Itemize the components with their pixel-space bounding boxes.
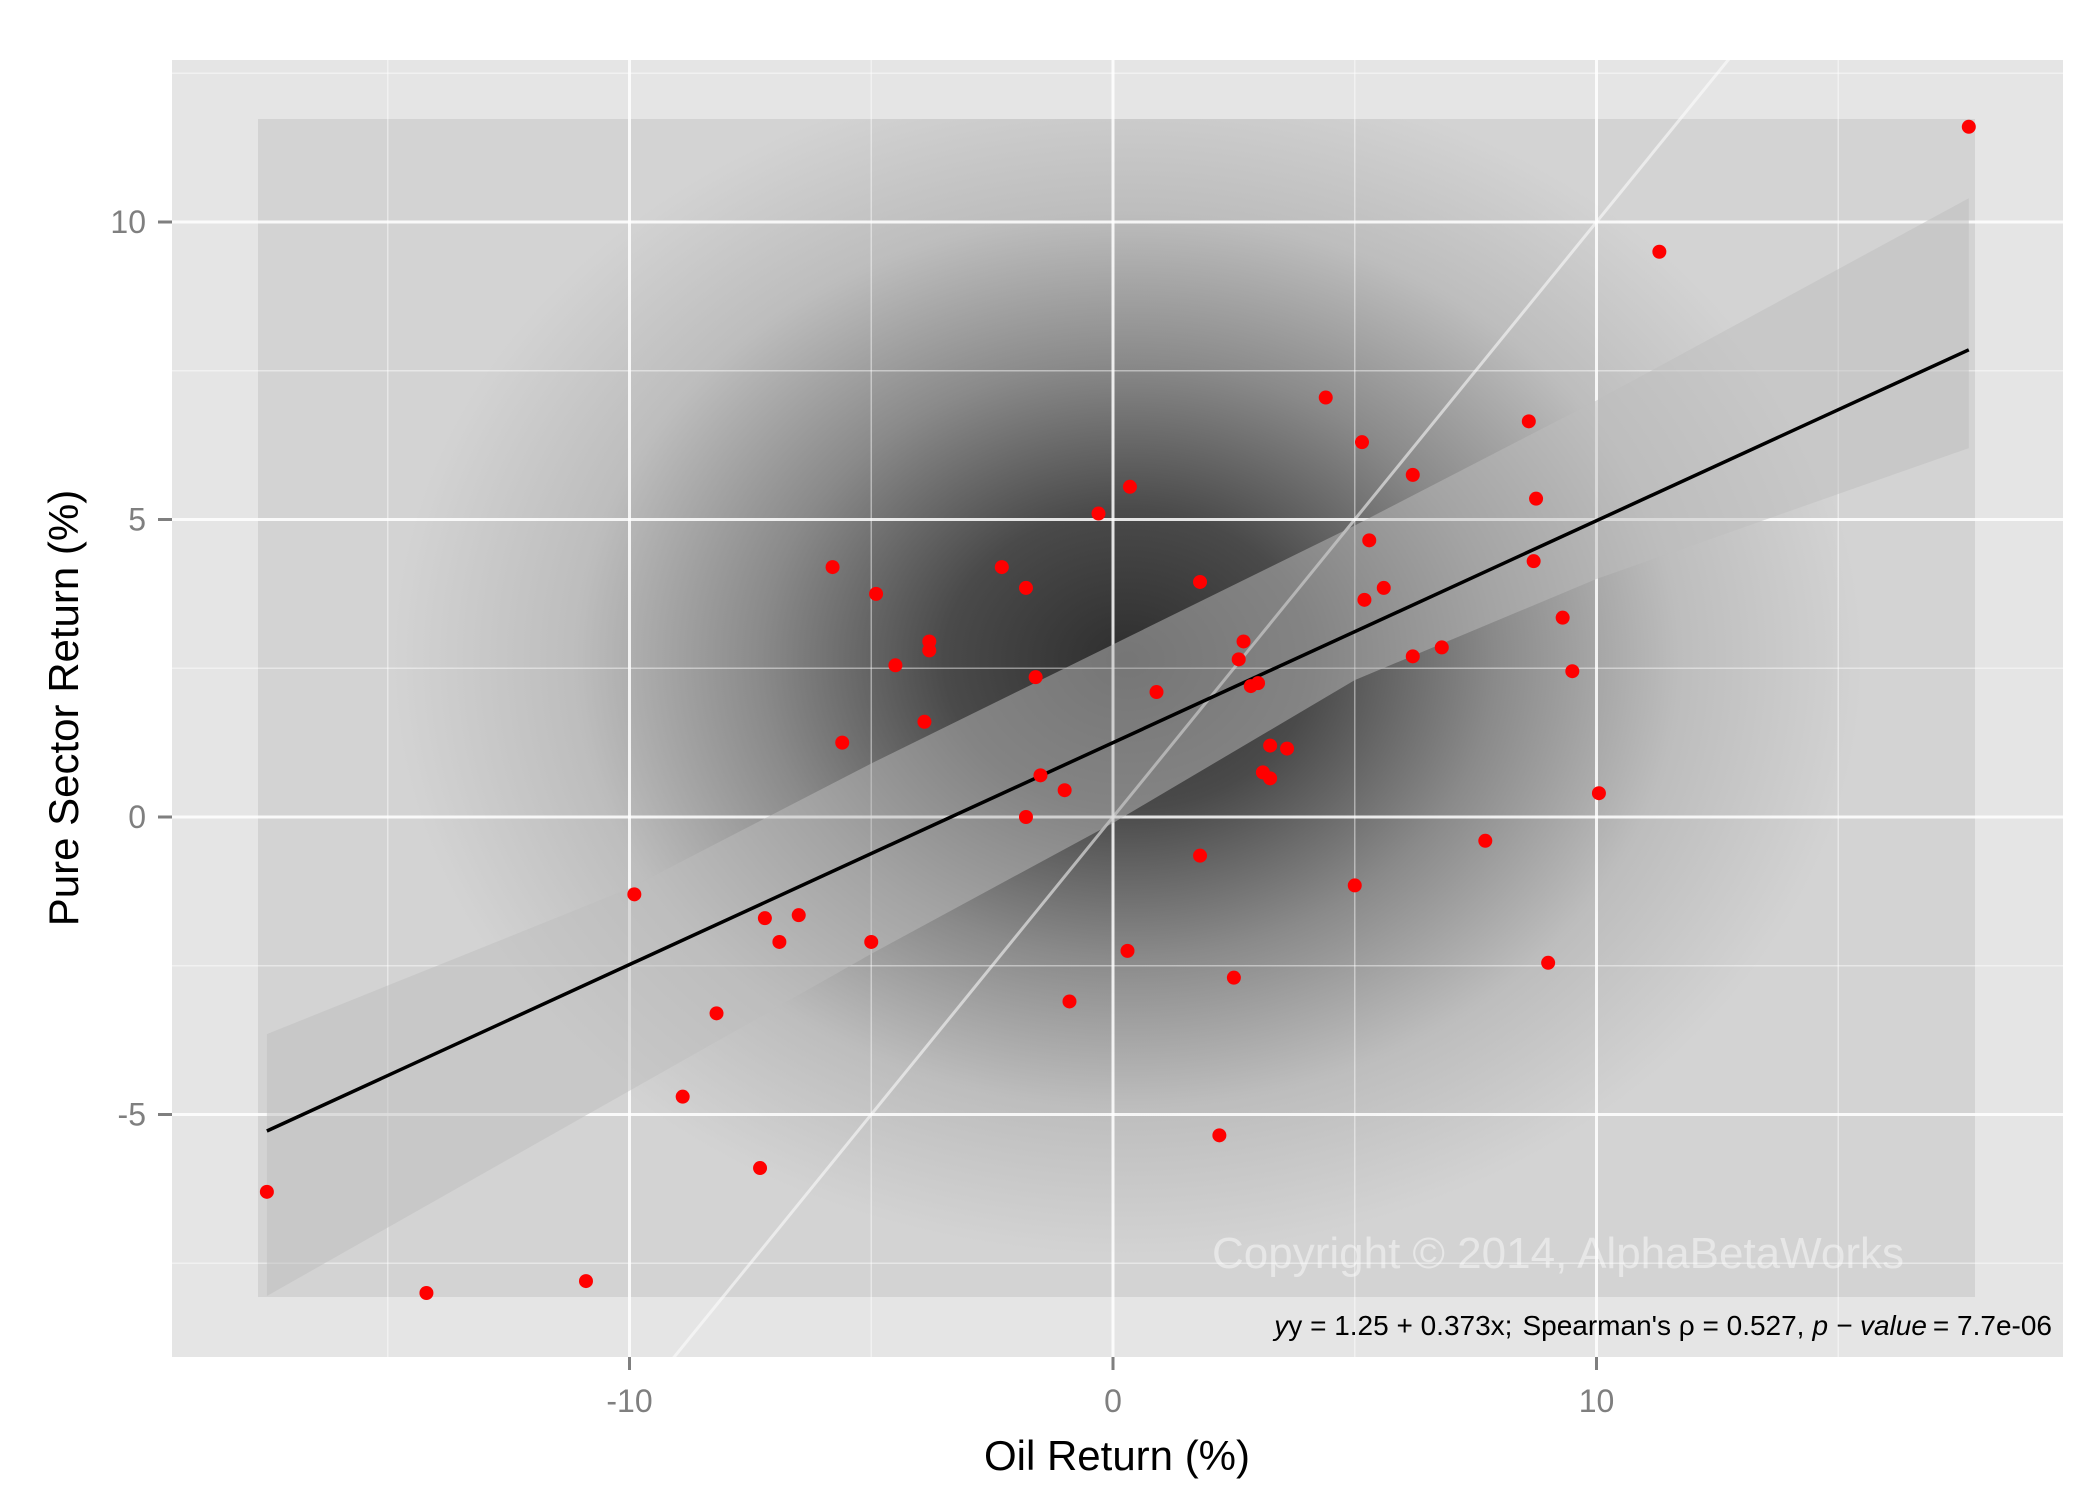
data-point: [753, 1161, 768, 1176]
x-tick-label: -10: [606, 1383, 652, 1419]
data-point: [675, 1089, 690, 1104]
data-point: [1591, 786, 1606, 801]
data-point: [1018, 810, 1033, 824]
data-point: [1961, 119, 1976, 134]
data-point: [1565, 664, 1580, 679]
data-point: [1555, 610, 1570, 625]
data-point: [1318, 390, 1333, 405]
data-point: [1357, 592, 1372, 607]
data-point: [627, 887, 642, 902]
x-axis: -10 0 10: [606, 1357, 1614, 1419]
data-point: [1236, 634, 1251, 649]
data-point: [1231, 652, 1246, 667]
data-point: [1478, 833, 1493, 848]
data-point: [1347, 878, 1362, 893]
data-point: [1226, 970, 1241, 985]
y-axis-title: Pure Sector Return (%): [40, 490, 87, 927]
data-point: [922, 643, 937, 658]
data-point: [1362, 533, 1377, 548]
data-point: [1251, 676, 1266, 691]
data-point: [994, 560, 1009, 575]
data-point: [825, 560, 840, 575]
data-point: [917, 714, 932, 729]
data-point: [864, 934, 879, 949]
data-point: [1212, 1128, 1227, 1143]
data-point: [1652, 244, 1667, 259]
confidence-band: [266, 198, 1969, 1296]
data-point: [791, 908, 806, 923]
data-point: [1541, 955, 1556, 970]
data-point: [578, 1274, 593, 1289]
y-tick-label: 5: [128, 502, 146, 538]
data-point: [259, 1184, 274, 1199]
data-point: [1280, 741, 1295, 756]
data-point: [1057, 783, 1072, 798]
data-point: [1193, 848, 1208, 863]
x-tick-label: 10: [1579, 1383, 1615, 1419]
data-point: [1529, 491, 1544, 506]
x-tick-label: 0: [1104, 1383, 1122, 1419]
data-point: [888, 658, 903, 673]
watermark: Copyright © 2014, AlphaBetaWorks: [1212, 1229, 1904, 1278]
data-point: [1376, 580, 1391, 595]
y-tick-label: -5: [118, 1097, 146, 1133]
data-point: [1405, 467, 1420, 482]
regression-line: [266, 348, 1970, 1133]
data-point: [1149, 685, 1164, 700]
data-point: [1122, 479, 1137, 494]
data-point: [1405, 649, 1420, 664]
pvalue-label: p − value: [1811, 1310, 1926, 1341]
data-point: [757, 911, 772, 926]
stats-annotation: yy = 1.25 + 0.373x; Spearman's ρ = 0.527,…: [1272, 1310, 2052, 1341]
data-points: [259, 119, 1976, 1300]
data-point: [1521, 414, 1536, 429]
data-point: [1018, 580, 1033, 595]
data-point: [1355, 435, 1370, 450]
data-point: [1193, 574, 1208, 589]
spearman-text: Spearman's ρ = 0.527,: [1522, 1310, 1804, 1341]
pvalue-text: = 7.7e-06: [1933, 1310, 2052, 1341]
y-tick-label: 0: [128, 799, 146, 835]
data-point: [772, 934, 787, 949]
data-point: [1091, 506, 1106, 521]
y-tick-label: 10: [110, 204, 146, 240]
data-point: [1263, 738, 1278, 753]
formula-text: y = 1.25 + 0.373x;: [1288, 1310, 1512, 1341]
data-point: [869, 586, 884, 601]
data-point: [1263, 771, 1278, 786]
data-point: [1434, 640, 1449, 655]
data-point: [1028, 670, 1043, 685]
x-axis-title: Oil Return (%): [984, 1432, 1250, 1479]
data-point: [1062, 994, 1077, 1009]
data-point: [1033, 768, 1048, 783]
data-point: [1526, 554, 1541, 569]
y-axis: -5 0 5 10: [110, 204, 172, 1133]
data-point: [1120, 943, 1135, 958]
data-point: [835, 735, 850, 750]
data-point: [419, 1286, 434, 1300]
data-point: [709, 1006, 724, 1021]
